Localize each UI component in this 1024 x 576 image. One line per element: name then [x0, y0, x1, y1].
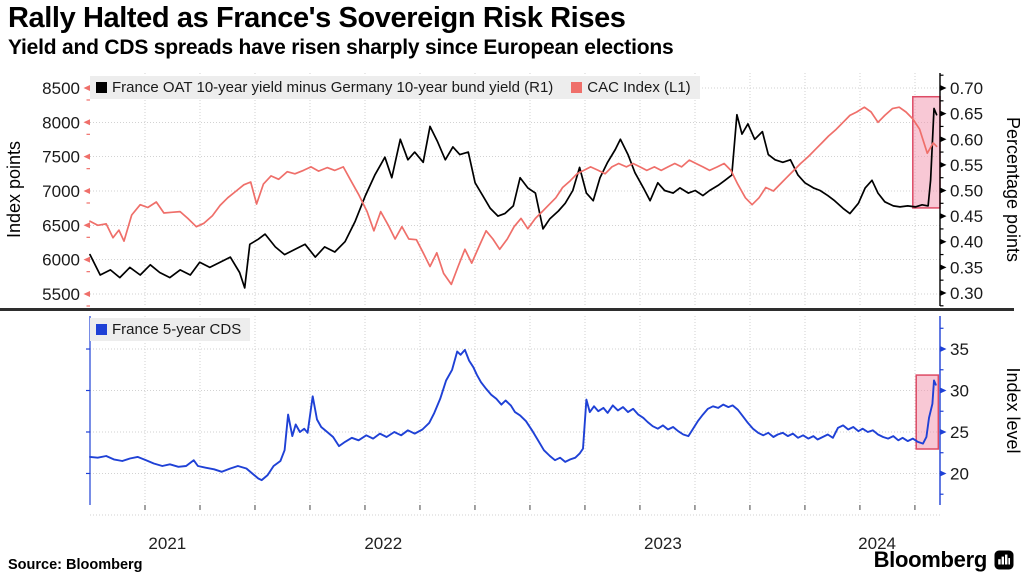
year-label: 2021 [148, 534, 186, 553]
left-axis-tick [83, 187, 90, 194]
legend-swatch-icon [96, 82, 107, 93]
right-axis-tick-label: 25 [950, 423, 969, 442]
legend-swatch-icon [571, 82, 583, 93]
legend-label: France 5-year CDS [112, 321, 242, 338]
bloomberg-brand: Bloomberg [874, 547, 1014, 573]
left-axis-tick-label: 7500 [42, 148, 80, 167]
left-axis-tick-label: 5500 [42, 285, 80, 304]
right-axis-tick [940, 470, 947, 477]
right-axis-tick [940, 289, 947, 296]
source-note: Source: Bloomberg [8, 557, 143, 573]
left-axis-tick-label: 7000 [42, 182, 80, 201]
axis-title-percentage-points: Percentage points [1003, 117, 1023, 262]
right-axis-tick [940, 264, 947, 271]
left-axis-tick [83, 222, 90, 229]
legend-swatch-icon [96, 324, 107, 335]
right-axis-tick-label: 0.35 [950, 258, 983, 277]
left-axis-tick [83, 256, 90, 263]
right-axis-tick [940, 85, 947, 92]
left-axis-tick [83, 290, 90, 297]
legend-item: CAC Index (L1) [571, 79, 691, 96]
legend-label: France OAT 10-year yield minus Germany 1… [112, 79, 554, 96]
series-line [89, 107, 938, 289]
right-axis-tick-label: 0.45 [950, 207, 983, 226]
right-axis-tick-label: 0.55 [950, 156, 983, 175]
right-axis-tick-label: 0.30 [950, 284, 983, 303]
right-axis-tick-label: 30 [950, 382, 969, 401]
right-axis-tick [940, 346, 947, 353]
right-axis-tick [940, 110, 947, 117]
year-label: 2022 [364, 534, 402, 553]
election-highlight-bottom [915, 374, 940, 450]
right-axis-tick [940, 187, 947, 194]
legend-label: CAC Index (L1) [587, 79, 691, 96]
legend-bottom-panel: France 5-year CDS [90, 318, 251, 341]
left-axis-tick-label: 8000 [42, 113, 80, 132]
right-axis-tick-label: 0.40 [950, 233, 983, 252]
right-axis-tick-label: 0.70 [950, 79, 983, 98]
axis-title-index-level: Index level [1003, 367, 1023, 453]
right-axis-tick-label: 0.65 [950, 105, 983, 124]
right-axis-tick-label: 0.60 [950, 130, 983, 149]
bloomberg-wordmark: Bloomberg [873, 547, 988, 572]
right-axis-tick-label: 0.50 [950, 181, 983, 200]
left-axis-tick [83, 153, 90, 160]
legend-item: France 5-year CDS [96, 321, 241, 338]
year-label: 2024 [858, 534, 896, 553]
right-axis-tick [940, 213, 947, 220]
right-axis-tick [940, 238, 947, 245]
right-axis-tick-label: 20 [950, 464, 969, 483]
left-axis-tick [83, 84, 90, 91]
right-axis-tick [940, 428, 947, 435]
legend-top-panel: France OAT 10-year yield minus Germany 1… [90, 76, 700, 99]
left-axis-tick-label: 8500 [42, 79, 80, 98]
year-label: 2023 [644, 534, 682, 553]
right-axis-tick [940, 161, 947, 168]
right-axis-tick-label: 35 [950, 340, 969, 359]
left-axis-tick-label: 6000 [42, 251, 80, 270]
series-line [89, 348, 937, 482]
bloomberg-logo-icon [994, 550, 1014, 570]
panel-divider [0, 308, 1014, 311]
left-axis-tick [83, 119, 90, 126]
right-axis-tick [940, 387, 947, 394]
legend-item: France OAT 10-year yield minus Germany 1… [96, 79, 553, 96]
right-axis-tick [940, 136, 947, 143]
left-axis-tick-label: 6500 [42, 216, 80, 235]
page-title: Rally Halted as France's Sovereign Risk … [8, 2, 626, 34]
axis-title-index-points: Index points [4, 141, 24, 238]
series-line [89, 106, 938, 286]
page-subtitle: Yield and CDS spreads have risen sharply… [8, 36, 674, 59]
